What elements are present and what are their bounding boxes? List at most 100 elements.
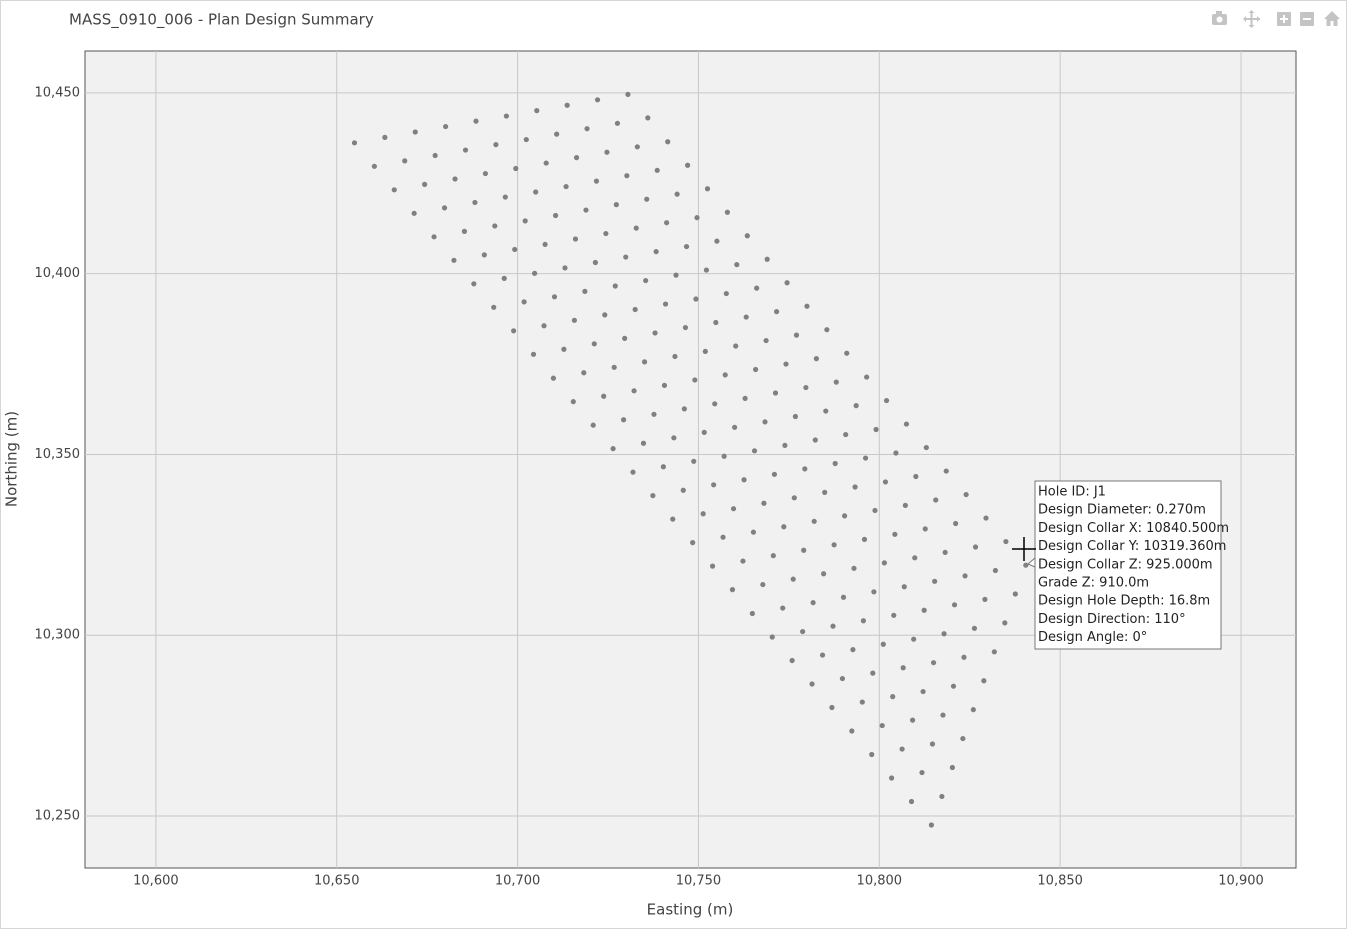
hole-point [471,281,477,287]
hole-point [622,335,628,341]
hole-point [893,450,899,456]
hole-point [972,544,979,550]
zoom-out-button[interactable] [1300,12,1314,26]
hole-point [713,319,719,326]
hole-point [662,301,669,307]
hole-point [551,294,558,300]
hole-point [872,507,878,514]
hole-point [919,769,925,776]
hole-point [690,540,696,546]
hole-point [371,163,377,169]
pan-button[interactable] [1243,10,1260,28]
reset-button[interactable] [1324,11,1340,26]
hole-point [461,228,468,234]
hole-point [502,194,508,200]
tooltip-line: Design Collar Y: 10319.360m [1038,539,1226,554]
hole-point [733,343,739,349]
hole-point [603,230,609,237]
hole-point [714,238,720,244]
hole-point [811,518,817,524]
hole-point [532,270,538,276]
hole-point [431,234,437,240]
hole-point [762,419,768,425]
hole-point [351,140,358,146]
hole-point [602,312,608,318]
hole-point [782,442,788,449]
hole-point [732,424,738,430]
hole-point [899,746,905,752]
hole-point [960,735,966,742]
hole-point [583,207,589,213]
hole-point [411,210,417,216]
hole-point [691,458,697,464]
hole-point [873,426,879,433]
hole-point [962,573,968,579]
hole-point [802,466,808,472]
hole-point [592,259,598,266]
hole-point [772,390,779,396]
hole-point [550,375,557,381]
hole-point [481,252,487,258]
hole-point [492,223,498,229]
hole-point [971,625,978,631]
hole-point [614,120,621,126]
hole-point [643,277,649,284]
tooltip-line: Design Angle: 0° [1038,630,1147,645]
hole-point [891,612,897,618]
hole-point [763,337,769,344]
hole-point [869,751,875,758]
hole-point [734,262,740,268]
hole-point [921,607,927,613]
hole-point [673,272,679,278]
y-axis-title: Northing (m) [3,411,21,507]
hole-point [743,314,749,320]
hole-point [851,565,857,571]
hole-point [711,482,717,488]
hole-point [692,377,698,383]
hole-point [644,196,650,202]
hole-point [871,589,877,595]
camera-button[interactable] [1212,11,1227,25]
hole-point [391,187,397,193]
hole-point [792,413,798,420]
tooltip-line: Grade Z: 910.0m [1038,576,1149,591]
hole-point [472,199,478,206]
hole-point [963,491,969,498]
hole-point [722,372,728,378]
y-tick-label: 10,350 [35,447,81,462]
hole-point [881,560,887,566]
hole-point [671,435,677,441]
hole-point [982,596,988,603]
x-tick-label: 10,700 [495,874,541,889]
hole-point [554,131,560,137]
hole-point [852,484,858,490]
y-tick-label: 10,300 [35,628,81,643]
hole-point [700,511,706,517]
hole-point [892,531,898,537]
hole-point [604,149,610,155]
hole-point [850,647,856,653]
hole-point [824,327,830,333]
hole-point [819,652,826,658]
hole-point [754,285,760,291]
hole-point [760,581,766,588]
hole-point [800,628,806,635]
hole-point [563,183,569,190]
hole-point [654,167,660,173]
hole-point [729,587,736,593]
x-tick-label: 10,650 [314,874,360,889]
hole-point [641,359,648,365]
hole-point [542,241,548,248]
zoom-in-button[interactable] [1277,12,1291,26]
hole-point [823,408,829,414]
hole-point [530,351,537,357]
hole-point [841,513,848,519]
hole-point [611,364,617,370]
hole-point [1012,591,1018,597]
hole-point [491,304,497,310]
hole-point [882,479,889,485]
hole-point [821,571,827,577]
hole-point [443,123,449,130]
hole-point [864,374,870,380]
hole-point [831,542,837,548]
